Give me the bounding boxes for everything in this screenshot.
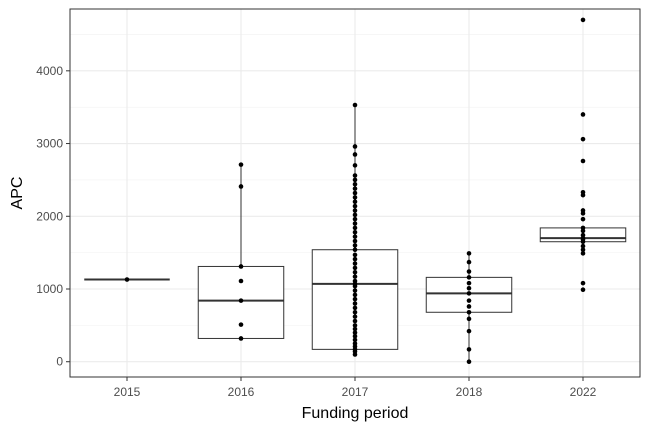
x-tick-label: 2015 [114, 385, 141, 399]
data-point [352, 256, 358, 262]
y-tick-label: 0 [56, 355, 63, 369]
data-point [580, 232, 586, 238]
data-point [352, 144, 358, 149]
data-point [580, 225, 586, 231]
y-axis-title: APC [9, 177, 26, 210]
data-point [580, 287, 586, 293]
data-point [238, 162, 244, 167]
y-tick-label: 3000 [36, 137, 63, 151]
x-axis: 2015 2016 2017 2018 2022 [114, 377, 597, 399]
data-point [466, 309, 472, 315]
data-point [124, 277, 130, 282]
data-point [466, 298, 472, 303]
data-point [352, 221, 358, 226]
data-point [352, 216, 358, 222]
x-axis-title: Funding period [302, 405, 409, 422]
data-point [580, 247, 586, 253]
data-point [466, 280, 472, 286]
data-point [352, 323, 358, 328]
data-point [352, 265, 358, 271]
data-point [580, 280, 586, 286]
data-point [352, 326, 358, 332]
data-point [466, 285, 472, 291]
data-point [466, 304, 472, 309]
data-point [580, 136, 586, 142]
data-point [352, 212, 358, 218]
data-point [352, 309, 358, 315]
data-point [352, 288, 358, 293]
points-layer [124, 17, 586, 365]
y-tick-label: 1000 [36, 282, 63, 296]
data-point [352, 261, 358, 266]
data-point [352, 208, 358, 213]
data-point [352, 199, 358, 205]
data-point [580, 189, 586, 195]
data-point [352, 305, 358, 311]
data-point [352, 177, 358, 183]
data-point [238, 336, 244, 341]
data-point [238, 298, 244, 303]
data-point [466, 275, 472, 280]
data-point [352, 278, 358, 284]
data-point [466, 291, 472, 296]
data-point [580, 112, 586, 117]
data-point [238, 278, 244, 284]
data-point [352, 163, 358, 168]
data-point [238, 322, 244, 327]
data-point [352, 229, 358, 235]
data-point [352, 190, 358, 196]
data-point [352, 203, 358, 209]
x-tick-label: 2016 [228, 385, 255, 399]
x-tick-label: 2022 [570, 385, 597, 399]
data-point [466, 347, 472, 352]
data-point [352, 301, 358, 306]
data-point [580, 243, 586, 249]
data-point [238, 184, 244, 189]
data-point [466, 328, 472, 334]
data-point [580, 251, 586, 256]
data-point [352, 333, 358, 339]
data-point [352, 186, 358, 191]
data-point [352, 292, 358, 298]
data-point [466, 251, 472, 256]
data-point [580, 208, 586, 213]
data-point [466, 269, 472, 274]
y-tick-label: 2000 [36, 209, 63, 223]
data-point [352, 225, 358, 231]
data-point [352, 337, 358, 343]
data-point [352, 247, 358, 253]
data-point [352, 102, 358, 108]
data-point [352, 269, 358, 275]
data-point [580, 216, 586, 222]
data-point [352, 238, 358, 244]
x-tick-label: 2017 [342, 385, 369, 399]
y-tick-label: 4000 [36, 64, 63, 78]
data-point [466, 359, 472, 365]
data-point [352, 181, 358, 187]
data-point [466, 259, 472, 265]
data-point [352, 330, 358, 335]
data-point [352, 234, 358, 239]
data-point [352, 243, 358, 248]
data-point [580, 17, 586, 23]
data-point [352, 296, 358, 302]
data-point [352, 195, 358, 200]
y-axis: 0 1000 2000 3000 4000 [36, 64, 70, 369]
data-point [352, 252, 358, 258]
data-point [352, 314, 358, 319]
data-point [352, 318, 358, 324]
data-point [238, 264, 244, 269]
data-point [580, 158, 586, 164]
data-point [352, 274, 358, 279]
data-point [352, 173, 358, 178]
data-point [466, 316, 472, 322]
x-tick-label: 2018 [456, 385, 483, 399]
data-point [352, 341, 358, 346]
data-point [352, 152, 358, 157]
